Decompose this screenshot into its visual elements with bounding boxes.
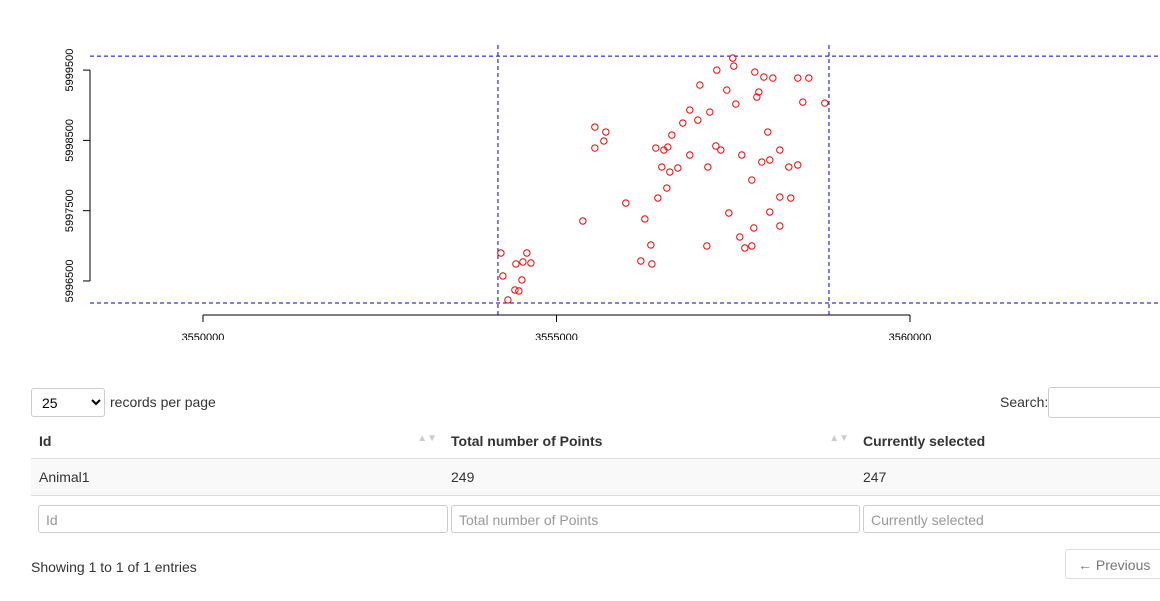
point (706, 108, 714, 116)
x-tick-label: 3560000 (889, 332, 932, 340)
y-tick-label: 5997500 (64, 189, 76, 232)
point (758, 158, 766, 166)
point (641, 215, 649, 223)
point (591, 123, 599, 131)
data-table: Id ▲▼ Total number of Points ▲▼ Currently … (31, 423, 1160, 496)
y-tick-label: 5998500 (64, 119, 76, 162)
table-info: Showing 1 to 1 of 1 entries (31, 559, 197, 575)
point (694, 116, 702, 124)
point (658, 163, 666, 171)
cell: Animal1 (31, 458, 443, 496)
point (703, 242, 711, 250)
point (760, 73, 768, 81)
point (766, 156, 774, 164)
point (717, 146, 725, 154)
y-tick-label: 5996500 (64, 260, 76, 303)
point (704, 163, 712, 171)
point (666, 168, 674, 176)
point (679, 119, 687, 127)
point (776, 222, 784, 230)
point (750, 224, 758, 232)
point (686, 151, 694, 159)
point (794, 74, 802, 82)
point (686, 106, 694, 114)
point (723, 86, 731, 94)
point (664, 143, 672, 151)
point (511, 286, 519, 294)
point (512, 260, 520, 268)
point (785, 163, 793, 171)
point (805, 74, 813, 82)
filter-input[interactable]: Total number of Points (451, 505, 860, 533)
point (787, 194, 795, 202)
header-text: Currently selected (863, 432, 986, 449)
point (799, 98, 807, 106)
point (591, 144, 599, 152)
point (776, 193, 784, 201)
search-input[interactable] (1048, 387, 1160, 418)
point (725, 209, 733, 217)
point (776, 146, 784, 154)
filter-input[interactable]: Currently selected (863, 505, 1160, 533)
point (523, 249, 531, 257)
point (794, 161, 802, 169)
point (515, 287, 523, 295)
point (766, 208, 774, 216)
point (518, 276, 526, 284)
column-header[interactable]: Total number of Points ▲▼ (443, 423, 855, 459)
point (602, 128, 610, 136)
header-row: Id ▲▼ Total number of Points ▲▼ Currently … (31, 423, 1160, 459)
point (648, 260, 656, 268)
cell: 249 (443, 458, 855, 496)
cell: 247 (855, 458, 1160, 496)
point (499, 272, 507, 280)
search-label: Search: (1000, 394, 1049, 410)
filter-input[interactable]: Id (38, 505, 448, 533)
point (527, 259, 535, 267)
point (738, 151, 746, 159)
header-text: Total number of Points (451, 432, 603, 449)
y-tick-label: 5999500 (64, 49, 76, 92)
point (647, 241, 655, 249)
point (732, 100, 740, 108)
point (751, 68, 759, 76)
point (622, 199, 630, 207)
header-text: Id (39, 432, 52, 449)
point (769, 74, 777, 82)
point (764, 128, 772, 136)
point (755, 88, 763, 96)
chart: 3550000 3555000 3560000 5996500 5997500 59985… (64, 45, 1160, 340)
x-tick-label: 3555000 (535, 332, 578, 340)
point (712, 142, 720, 150)
column-header[interactable]: Currently selected (855, 423, 1160, 459)
point (600, 137, 608, 145)
point (579, 217, 587, 225)
point (696, 81, 704, 89)
point (519, 258, 527, 266)
point (637, 257, 645, 265)
point (713, 66, 721, 74)
point (654, 194, 662, 202)
point (497, 249, 505, 257)
page-length-label: records per page (110, 394, 216, 410)
x-tick-label: 3550000 (182, 332, 225, 340)
point (729, 54, 737, 62)
point (736, 233, 744, 241)
point (741, 244, 749, 252)
point (663, 184, 671, 192)
point (821, 99, 829, 107)
point (652, 144, 660, 152)
point (748, 242, 756, 250)
page-length[interactable]: 25 (31, 388, 105, 417)
point (753, 93, 761, 101)
point (674, 164, 682, 172)
point (668, 131, 676, 139)
column-header[interactable]: Id ▲▼ (31, 423, 443, 459)
previous-button[interactable]: ← Previous (1065, 549, 1160, 579)
point (730, 62, 738, 70)
row: Animal1 249 247 (31, 458, 1160, 496)
point (748, 176, 756, 184)
point (504, 296, 512, 304)
